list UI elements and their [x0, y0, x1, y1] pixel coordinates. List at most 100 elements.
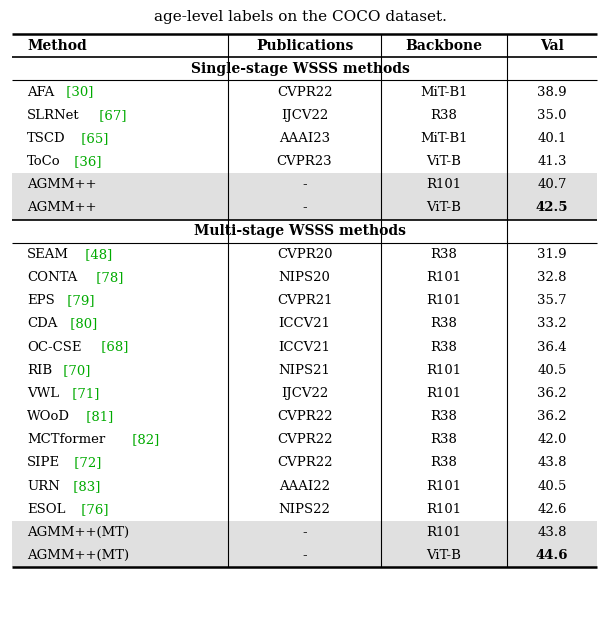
Text: Method: Method [27, 38, 87, 53]
Text: Publications: Publications [256, 38, 353, 53]
Text: R101: R101 [427, 179, 461, 192]
Text: AAAI23: AAAI23 [279, 132, 330, 145]
Text: MCTformer: MCTformer [27, 433, 105, 446]
Text: ViT-B: ViT-B [427, 202, 461, 215]
Text: CVPR22: CVPR22 [277, 456, 332, 469]
Text: R101: R101 [427, 364, 461, 377]
Text: R101: R101 [427, 271, 461, 284]
Text: [72]: [72] [70, 456, 101, 469]
Text: [67]: [67] [95, 108, 127, 122]
Text: CVPR20: CVPR20 [277, 248, 332, 261]
Text: CVPR22: CVPR22 [277, 86, 332, 99]
Text: R101: R101 [427, 503, 461, 516]
Text: 38.9: 38.9 [537, 86, 567, 99]
Text: R38: R38 [431, 456, 457, 469]
Text: [83]: [83] [70, 480, 101, 493]
Text: CVPR22: CVPR22 [277, 410, 332, 423]
Text: [68]: [68] [97, 340, 128, 353]
Text: 43.8: 43.8 [537, 456, 567, 469]
Text: 42.5: 42.5 [536, 202, 568, 215]
Text: AGMM++: AGMM++ [27, 202, 97, 215]
Text: CDA: CDA [27, 317, 58, 330]
Text: [48]: [48] [81, 248, 112, 261]
Text: AFA: AFA [27, 86, 54, 99]
Text: CVPR21: CVPR21 [277, 294, 332, 307]
Text: -: - [302, 179, 307, 192]
Text: SLRNet: SLRNet [27, 108, 80, 122]
Bar [12, 521, 597, 544]
Text: R38: R38 [431, 340, 457, 353]
Text: AGMM++(MT): AGMM++(MT) [27, 526, 129, 539]
Text: CVPR22: CVPR22 [277, 433, 332, 446]
Text: 41.3: 41.3 [537, 155, 567, 168]
Text: OC-CSE: OC-CSE [27, 340, 82, 353]
Text: NIPS22: NIPS22 [278, 503, 331, 516]
Text: [81]: [81] [82, 410, 114, 423]
Text: R38: R38 [431, 410, 457, 423]
Text: [82]: [82] [128, 433, 159, 446]
Text: AAAI22: AAAI22 [279, 480, 330, 493]
Bar [12, 197, 597, 219]
Text: age-level labels on the COCO dataset.: age-level labels on the COCO dataset. [154, 11, 446, 24]
Text: R38: R38 [431, 317, 457, 330]
Text: [80]: [80] [66, 317, 97, 330]
Text: 36.2: 36.2 [537, 410, 567, 423]
Text: -: - [302, 526, 307, 539]
Text: R38: R38 [431, 108, 457, 122]
Text: Val: Val [540, 38, 564, 53]
Text: CVPR23: CVPR23 [277, 155, 332, 168]
Text: -: - [302, 549, 307, 562]
Text: ICCV21: ICCV21 [278, 317, 331, 330]
Text: SEAM: SEAM [27, 248, 69, 261]
Text: MiT-B1: MiT-B1 [420, 86, 468, 99]
Text: NIPS21: NIPS21 [278, 364, 331, 377]
Text: ESOL: ESOL [27, 503, 65, 516]
Text: CONTA: CONTA [27, 271, 77, 284]
Text: 40.7: 40.7 [537, 179, 567, 192]
Text: 31.9: 31.9 [537, 248, 567, 261]
Text: AGMM++: AGMM++ [27, 179, 97, 192]
Bar [12, 544, 597, 567]
Text: -: - [302, 202, 307, 215]
Text: EPS: EPS [27, 294, 55, 307]
Text: [79]: [79] [63, 294, 94, 307]
Text: R38: R38 [431, 248, 457, 261]
Text: IJCV22: IJCV22 [281, 108, 328, 122]
Text: MiT-B1: MiT-B1 [420, 132, 468, 145]
Text: NIPS20: NIPS20 [278, 271, 331, 284]
Text: [76]: [76] [77, 503, 108, 516]
Text: 35.0: 35.0 [537, 108, 567, 122]
Text: TSCD: TSCD [27, 132, 65, 145]
Text: [78]: [78] [92, 271, 123, 284]
Text: 35.7: 35.7 [537, 294, 567, 307]
Text: 43.8: 43.8 [537, 526, 567, 539]
Text: ToCo: ToCo [27, 155, 61, 168]
Text: [65]: [65] [77, 132, 108, 145]
Text: [70]: [70] [59, 364, 91, 377]
Text: AGMM++(MT): AGMM++(MT) [27, 549, 129, 562]
Text: Multi-stage WSSS methods: Multi-stage WSSS methods [194, 224, 406, 238]
Text: IJCV22: IJCV22 [281, 387, 328, 400]
Text: R101: R101 [427, 387, 461, 400]
Text: Backbone: Backbone [406, 38, 482, 53]
Text: R101: R101 [427, 294, 461, 307]
Text: ViT-B: ViT-B [427, 155, 461, 168]
Text: 40.5: 40.5 [538, 480, 566, 493]
Text: VWL: VWL [27, 387, 59, 400]
Text: 42.6: 42.6 [537, 503, 567, 516]
Text: ICCV21: ICCV21 [278, 340, 331, 353]
Bar [12, 173, 597, 197]
Text: SIPE: SIPE [27, 456, 60, 469]
Text: ViT-B: ViT-B [427, 549, 461, 562]
Text: 40.5: 40.5 [538, 364, 566, 377]
Text: RIB: RIB [27, 364, 52, 377]
Text: [30]: [30] [62, 86, 94, 99]
Text: R101: R101 [427, 526, 461, 539]
Text: R38: R38 [431, 433, 457, 446]
Text: 40.1: 40.1 [538, 132, 566, 145]
Text: [36]: [36] [70, 155, 102, 168]
Text: 32.8: 32.8 [537, 271, 567, 284]
Text: 33.2: 33.2 [537, 317, 567, 330]
Text: WOoD: WOoD [27, 410, 70, 423]
Text: 36.4: 36.4 [537, 340, 567, 353]
